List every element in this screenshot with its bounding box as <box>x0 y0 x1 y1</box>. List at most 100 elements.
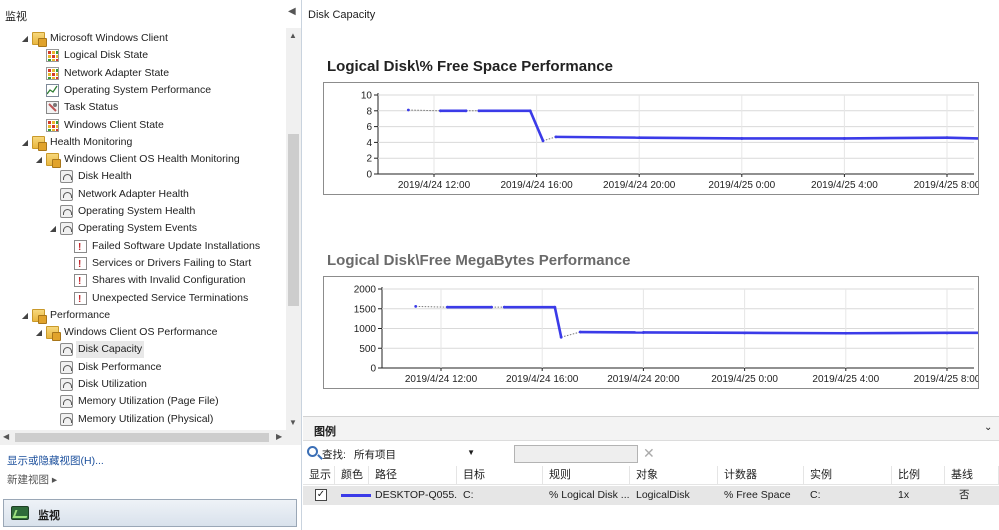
expand-toggle-icon[interactable]: ◢ <box>21 34 29 43</box>
tree-item[interactable]: Windows Client State <box>0 117 286 134</box>
tree-item[interactable]: Operating System Performance <box>0 82 286 99</box>
tree-item[interactable]: ◢ Windows Client OS Performance <box>0 324 286 342</box>
column-header[interactable]: 计数器 <box>718 466 804 485</box>
column-header[interactable]: 显示 <box>303 466 335 485</box>
folder-icon <box>46 153 61 169</box>
monitoring-tree: ◢ Microsoft Windows Client Logical Disk St… <box>0 28 286 430</box>
data-point <box>490 305 493 309</box>
tree-item[interactable]: Disk Performance <box>0 359 286 376</box>
chart-title: Logical Disk\% Free Space Performance <box>327 58 613 75</box>
tree-item-label: Failed Software Update Installations <box>92 239 261 252</box>
column-header[interactable]: 颜色 <box>335 466 369 485</box>
y-tick-label: 4 <box>366 138 372 149</box>
tree-horizontal-scrollbar[interactable]: ◀ ▶ <box>0 430 301 445</box>
clear-search-icon[interactable]: ✕ <box>643 445 655 461</box>
data-point <box>844 331 848 335</box>
data-point <box>477 109 481 113</box>
tree-vertical-scrollbar[interactable]: ▲ ▼ <box>286 28 301 430</box>
new-view-link[interactable]: 新建视图 ▸ <box>7 472 57 487</box>
tree-item-label: Shares with Invalid Configuration <box>92 274 246 287</box>
tree-item[interactable]: ◢ Microsoft Windows Client <box>0 30 286 47</box>
tree-item[interactable]: ◢ Health Monitoring <box>0 134 286 151</box>
series-segment <box>408 109 441 112</box>
tree-item[interactable]: Operating System Health <box>0 203 286 220</box>
monitoring-workspace-button[interactable]: 监视 <box>3 499 297 527</box>
series-segment <box>555 135 640 139</box>
scale-cell: 1x <box>898 489 910 501</box>
tree-item[interactable]: Logical Disk State <box>0 47 286 64</box>
tree-item-label: Health Monitoring <box>50 135 133 148</box>
tree-item[interactable]: Disk Utilization <box>0 376 286 393</box>
free-megabytes-chart-svg: 0 500 1000 1500 2000 2019/4/24 12:00 2019/4/24… <box>354 285 978 385</box>
folder-icon <box>46 326 61 342</box>
series-segment <box>844 136 948 140</box>
tree-item[interactable]: Memory Utilization (Page File) <box>0 393 286 410</box>
expand-toggle-icon[interactable]: ◢ <box>35 155 43 165</box>
legend-row[interactable]: ✓ DESKTOP-Q055... C: % Logical Disk ... … <box>303 486 999 505</box>
find-scope-dropdown[interactable]: 所有项目 ▼ <box>351 445 479 462</box>
scroll-up-icon[interactable]: ▲ <box>289 31 297 40</box>
legend-header: 图例 ⌄ <box>303 417 999 441</box>
tree-item[interactable]: Memory Utilization (Physical) <box>0 411 286 428</box>
chart-title: Logical Disk\Free MegaBytes Performance <box>327 252 631 269</box>
chevron-down-icon[interactable]: ⌄ <box>984 422 993 433</box>
tree-item[interactable]: Network Adapter State <box>0 65 286 82</box>
data-point <box>740 137 744 140</box>
y-tick-label: 1000 <box>354 324 377 335</box>
tree-item-label: Disk Performance <box>78 360 162 373</box>
x-tick-label: 2019/4/24 16:00 <box>506 374 579 385</box>
scroll-thumb[interactable] <box>15 433 269 442</box>
tree-item[interactable]: Disk Capacity <box>0 341 286 359</box>
tree-item-label: Memory Utilization (Physical) <box>78 412 214 425</box>
tree-item-label: Windows Client State <box>64 118 164 131</box>
collapse-pane-icon[interactable]: ◀ <box>288 6 296 17</box>
column-header[interactable]: 规则 <box>543 466 630 485</box>
column-header[interactable]: 比例 <box>892 466 945 485</box>
y-tick-label: 2000 <box>354 285 377 296</box>
find-input[interactable] <box>514 445 638 463</box>
data-point <box>843 137 846 140</box>
tree-item[interactable]: Network Adapter Health <box>0 186 286 203</box>
expand-toggle-icon[interactable]: ◢ <box>35 328 43 338</box>
tree-item[interactable]: ◢ Performance <box>0 307 286 324</box>
chevron-right-icon: ▸ <box>51 474 58 486</box>
tree-item[interactable]: Services or Drivers Failing to Start <box>0 255 286 273</box>
column-header[interactable]: 目标 <box>457 466 543 485</box>
tree-item[interactable]: ◢ Windows Client OS Health Monitoring <box>0 151 286 169</box>
data-point <box>553 305 557 309</box>
data-point <box>439 109 442 113</box>
tree-item-label: Windows Client OS Health Monitoring <box>64 153 240 166</box>
expand-toggle-icon[interactable]: ◢ <box>49 224 57 234</box>
show-hide-views-link[interactable]: 显示或隐藏视图(H)... <box>7 455 104 467</box>
expand-toggle-icon[interactable]: ◢ <box>21 137 29 147</box>
scroll-left-icon[interactable]: ◀ <box>3 432 10 441</box>
tree-item-label: Services or Drivers Failing to Start <box>92 256 252 269</box>
series-segment <box>561 331 581 338</box>
tree-item[interactable]: Unexpected Service Terminations <box>0 290 286 308</box>
y-tick-label: 6 <box>366 122 372 133</box>
x-tick-label: 2019/4/25 8:00 <box>914 180 978 191</box>
column-header[interactable]: 实例 <box>804 466 892 485</box>
dropdown-arrow-icon: ▼ <box>467 448 475 457</box>
scroll-thumb[interactable] <box>288 134 299 306</box>
expand-toggle-icon[interactable]: ◢ <box>21 310 29 320</box>
column-header[interactable]: 基线 <box>945 466 999 485</box>
scroll-right-icon[interactable]: ▶ <box>276 432 283 441</box>
tree-item-label: Windows Client OS Performance <box>64 326 218 339</box>
tree-item-label: Disk Utilization <box>78 378 147 390</box>
tree-item[interactable]: Task Status <box>0 99 286 116</box>
tree-item[interactable]: Disk Health <box>0 168 286 185</box>
navigation-header: 监视 ◀ <box>0 0 301 28</box>
column-header[interactable]: 对象 <box>630 466 718 485</box>
folder-icon <box>32 308 47 324</box>
show-checkbox[interactable]: ✓ <box>315 489 327 501</box>
scroll-down-icon[interactable]: ▼ <box>289 418 297 427</box>
tree-item[interactable]: ◢ Operating System Events <box>0 220 286 237</box>
tree-item[interactable]: Failed Software Update Installations <box>0 238 286 256</box>
tree-item-label: Network Adapter Health <box>78 187 189 200</box>
state-view-icon <box>46 49 59 63</box>
column-header[interactable]: 路径 <box>369 466 457 485</box>
monitoring-label: 监视 <box>38 510 60 522</box>
tree-item[interactable]: Shares with Invalid Configuration <box>0 272 286 290</box>
data-point <box>406 108 410 112</box>
